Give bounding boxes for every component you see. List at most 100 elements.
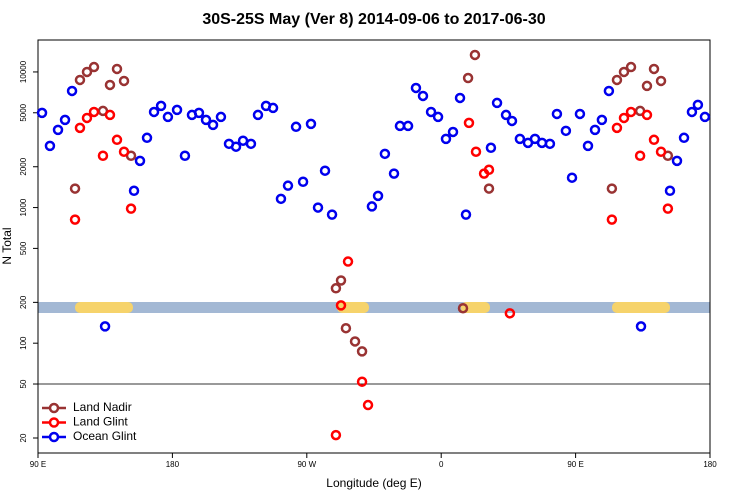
legend-label: Land Glint (73, 415, 128, 429)
point (686, 106, 698, 118)
point (606, 214, 618, 225)
point (134, 155, 146, 167)
point (171, 104, 183, 116)
point (330, 283, 342, 294)
point (252, 109, 264, 121)
point (111, 63, 123, 75)
point (655, 146, 667, 157)
point (74, 122, 86, 134)
x-tick-label: 90 W (297, 460, 316, 469)
x-tick-label: 90 E (30, 460, 46, 469)
surface-band (38, 302, 710, 313)
point (432, 111, 444, 123)
point (319, 165, 331, 176)
point (74, 74, 86, 86)
point (388, 168, 400, 179)
point (230, 141, 242, 152)
point (207, 119, 219, 131)
point (582, 140, 594, 152)
point (215, 111, 227, 123)
point (662, 203, 674, 214)
point (290, 121, 302, 133)
point (641, 109, 653, 121)
legend-marker (48, 402, 60, 414)
point (104, 79, 116, 91)
point (483, 183, 495, 194)
point (275, 193, 287, 205)
legend-label: Ocean Glint (73, 429, 137, 443)
point (692, 99, 704, 111)
point (514, 133, 526, 145)
point (635, 321, 647, 332)
land-segment (612, 302, 670, 313)
point (366, 201, 378, 212)
point (596, 114, 608, 126)
point (356, 346, 368, 357)
point (97, 150, 109, 162)
point (566, 172, 578, 183)
point (454, 92, 466, 104)
point (483, 164, 495, 176)
point (379, 148, 391, 160)
legend-marker (48, 431, 60, 443)
point (330, 429, 342, 441)
point (155, 100, 167, 112)
point (340, 322, 352, 334)
point (394, 120, 406, 132)
point (118, 146, 130, 157)
point (574, 108, 586, 120)
point (88, 106, 100, 118)
plot-frame (37, 39, 711, 454)
point (282, 180, 294, 191)
x-axis-label: Longitude (deg E) (326, 476, 421, 490)
point (362, 399, 374, 411)
point (699, 111, 711, 123)
y-tick-label: 20 (19, 433, 28, 442)
point (500, 109, 512, 121)
point (125, 203, 137, 214)
point (664, 185, 676, 197)
point (267, 102, 279, 114)
point (44, 140, 56, 152)
point (560, 125, 572, 137)
point (606, 183, 618, 194)
point (305, 118, 317, 130)
point (200, 114, 212, 126)
point (111, 134, 123, 146)
land-segment (461, 302, 490, 313)
point (634, 150, 646, 162)
y-tick-label: 500 (19, 241, 28, 255)
point (104, 109, 116, 121)
point (99, 321, 111, 332)
point (52, 124, 64, 136)
point (141, 132, 153, 144)
point (179, 150, 191, 162)
point (425, 106, 437, 118)
point (671, 155, 683, 167)
point (118, 75, 130, 87)
point (335, 300, 347, 311)
x-tick-label: 0 (439, 460, 444, 469)
y-tick-label: 100 (19, 336, 28, 350)
point (460, 209, 472, 220)
point (356, 376, 368, 387)
point (457, 302, 469, 314)
point (402, 120, 414, 132)
point (470, 146, 482, 157)
point (447, 126, 459, 138)
point (342, 256, 354, 267)
point (551, 108, 563, 120)
point (349, 336, 361, 347)
point (589, 124, 601, 136)
point (81, 66, 93, 78)
land-segment (75, 302, 133, 313)
point (648, 63, 660, 75)
point (611, 122, 623, 134)
legend-label: Land Nadir (73, 400, 132, 414)
point (506, 115, 518, 127)
y-tick-label: 2000 (19, 157, 28, 175)
point (417, 90, 429, 102)
point (648, 134, 660, 146)
legend-marker (48, 417, 60, 428)
point (611, 74, 623, 86)
